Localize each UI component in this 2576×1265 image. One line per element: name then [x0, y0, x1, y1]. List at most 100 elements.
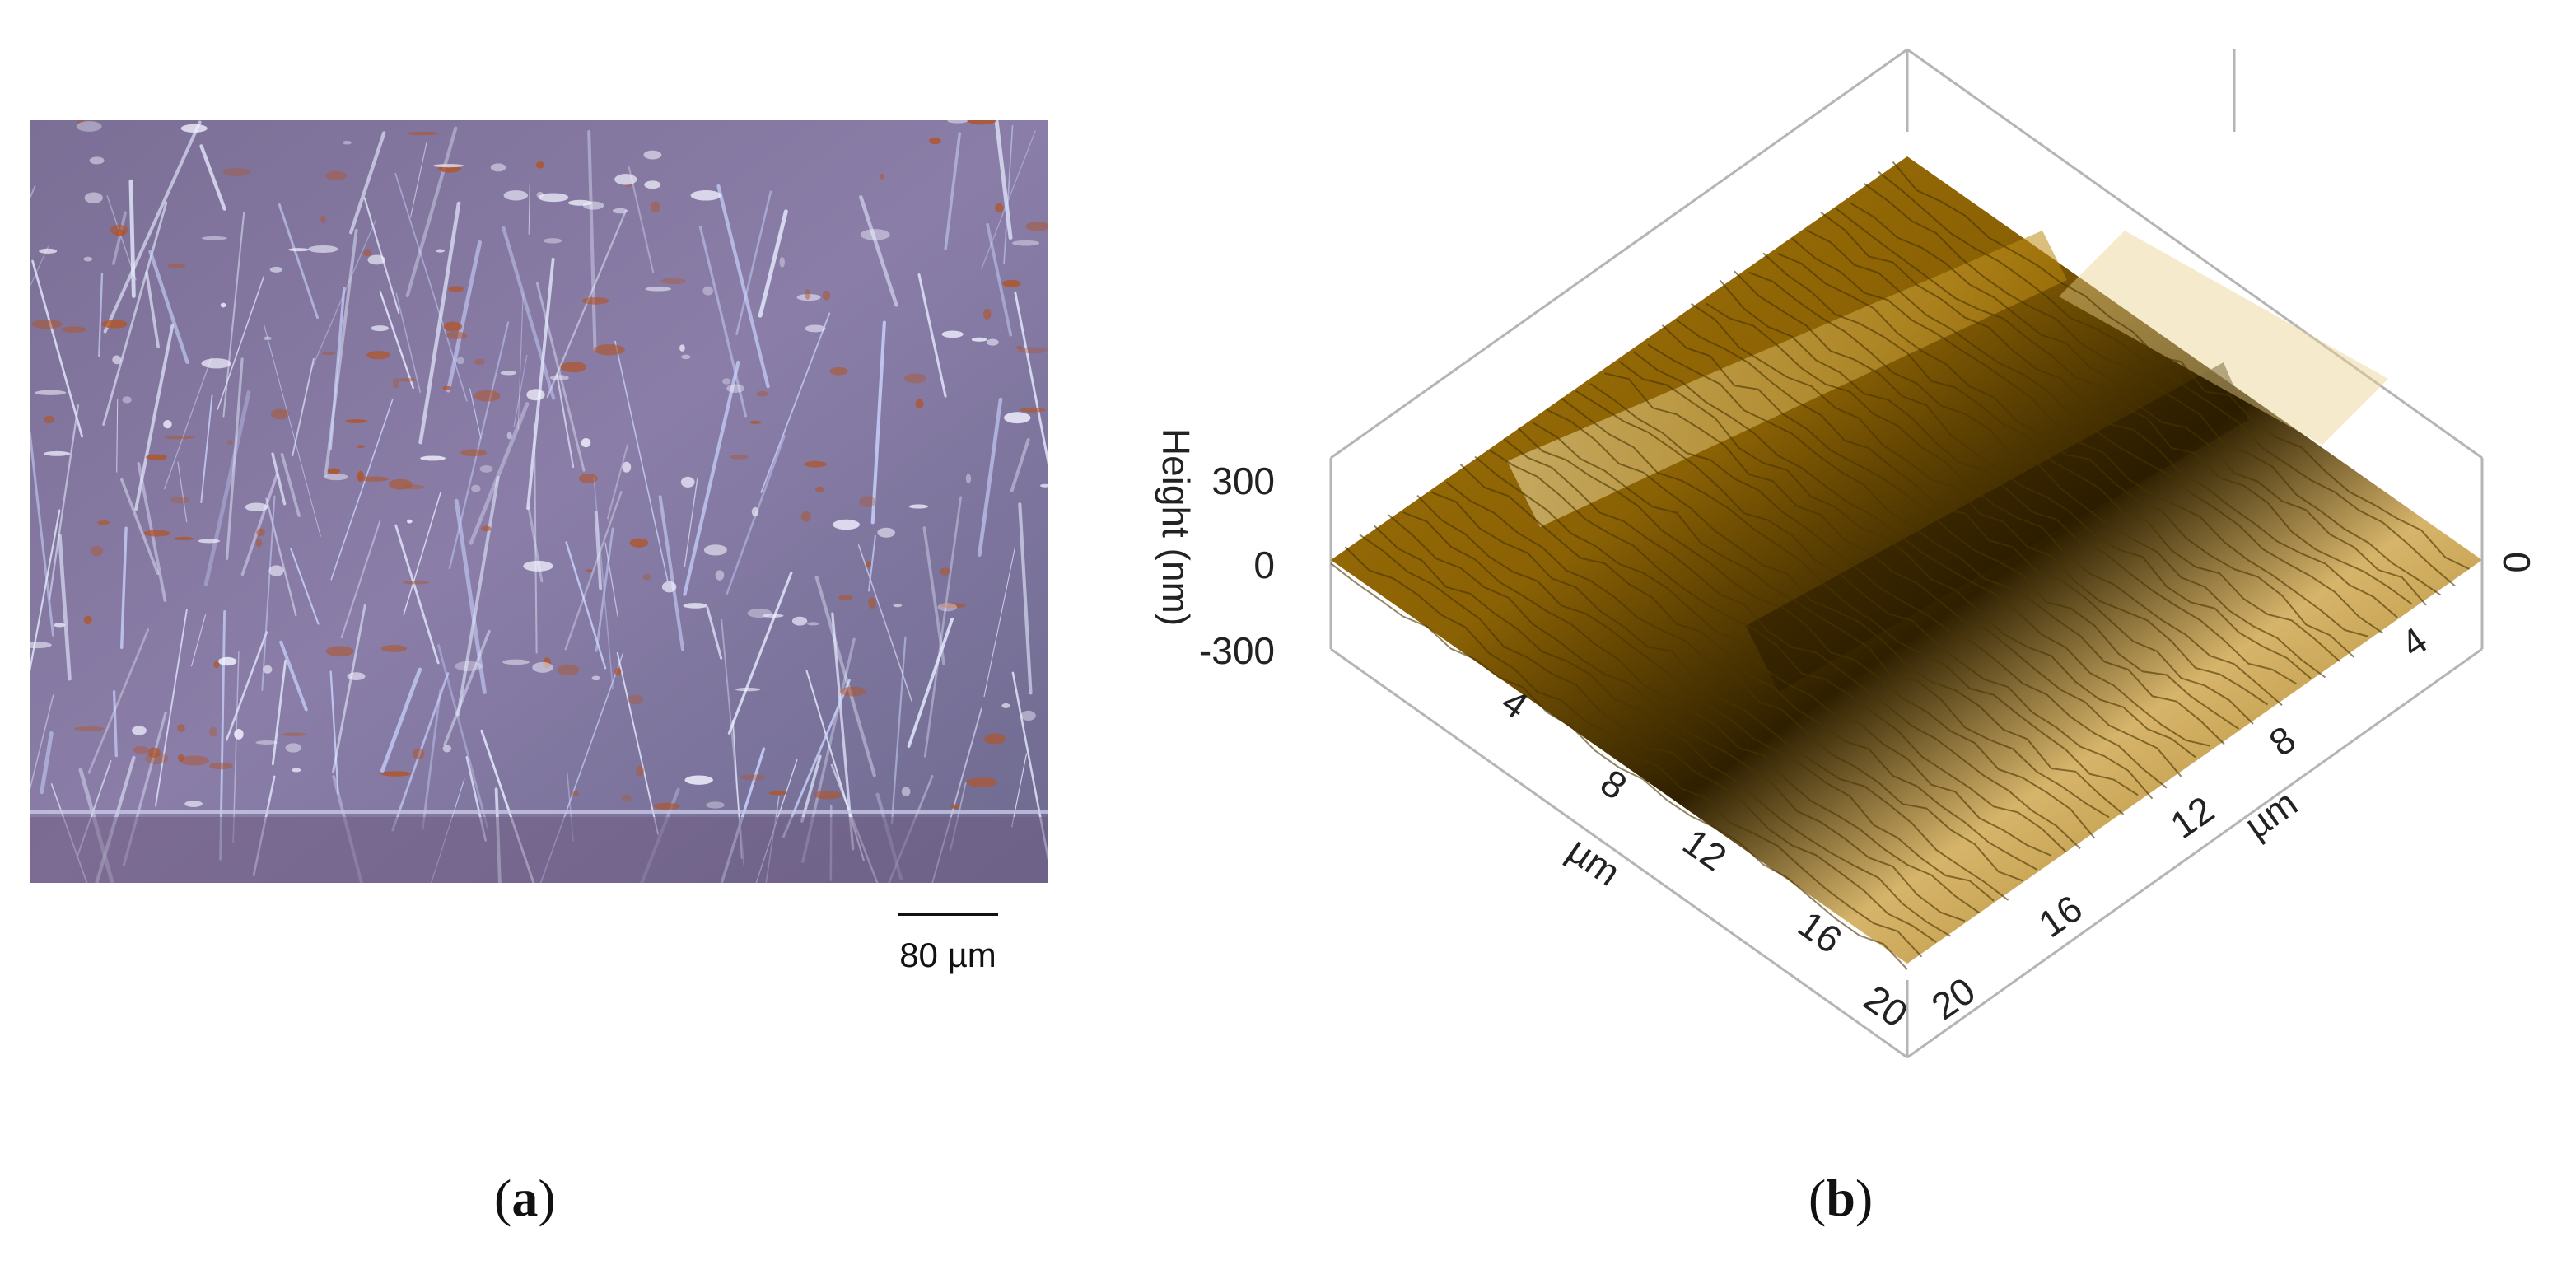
surface-speck	[860, 229, 890, 240]
scratch-mark	[120, 478, 160, 576]
surface-contour	[1834, 207, 2413, 605]
scratch-mark	[922, 526, 945, 666]
scratch-mark	[556, 373, 575, 469]
surface-speck	[642, 573, 651, 581]
surface-contour	[1575, 390, 2154, 800]
surface-speck	[474, 358, 485, 366]
surface-speck	[661, 581, 677, 593]
surface-speck	[179, 755, 209, 766]
surface-speck	[1001, 703, 1010, 708]
surface-speck	[397, 377, 417, 382]
y-tick-4: 4	[2393, 618, 2435, 665]
scratch-mark	[735, 190, 772, 336]
scratch-mark	[340, 520, 381, 639]
surface-speck	[325, 646, 354, 657]
surface-speck	[325, 170, 348, 181]
surface-speck	[908, 504, 929, 509]
y-tick-8: 8	[2261, 717, 2303, 764]
surface-speck	[971, 337, 987, 342]
scratch-mark	[30, 430, 54, 637]
surface-speck	[804, 460, 827, 468]
surface-contour	[1705, 302, 2283, 707]
x-tick-8: 8	[1593, 761, 1635, 808]
scratch-mark	[225, 357, 244, 560]
scratch-mark	[593, 476, 614, 690]
surface-speck	[622, 461, 632, 473]
surface-speck	[471, 484, 481, 492]
surface-speck	[44, 415, 55, 424]
surface-contour	[1719, 279, 2298, 685]
surface-speck	[506, 432, 512, 440]
scratch-mark	[564, 491, 623, 651]
surface-speck	[805, 289, 810, 300]
surface-speck	[715, 570, 725, 581]
surface-speck	[880, 173, 885, 180]
surface-speck	[726, 384, 745, 393]
z-axis-left: 300 0 -300 Height (nm)	[1155, 428, 1275, 672]
scratch-mark	[535, 281, 586, 472]
surface-contour	[1878, 170, 2456, 587]
scratch-mark	[265, 497, 297, 617]
surface-speck	[994, 203, 1004, 213]
surface-speck	[474, 390, 501, 402]
surface-speck	[791, 616, 808, 626]
scratch-mark	[1014, 291, 1048, 465]
surface-speck	[984, 733, 1006, 745]
surface-speck	[536, 191, 544, 198]
scratch-mark	[112, 211, 127, 265]
scratch-mark	[409, 142, 427, 218]
surface-speck	[479, 465, 493, 473]
surface-speck	[436, 249, 445, 253]
scratch-mark	[103, 120, 202, 334]
scratch-mark	[1011, 671, 1048, 861]
scratch-mark	[106, 195, 137, 281]
scratch-mark	[454, 498, 487, 694]
surface-speck	[866, 561, 872, 568]
scale-bar-label: 80 µm	[899, 936, 996, 974]
surface-speck	[143, 530, 170, 537]
y-axis-label: µm	[2237, 781, 2305, 847]
scratch-mark	[261, 495, 276, 691]
scratch-mark	[448, 321, 510, 570]
scratch-mark	[280, 452, 301, 517]
scratch-mark	[923, 496, 963, 758]
surface-speck	[320, 215, 326, 224]
surface-speck	[578, 474, 598, 483]
surface-speck	[380, 645, 407, 652]
surface-speck	[703, 544, 727, 556]
scratch-mark	[30, 245, 49, 288]
scratch-mark	[98, 273, 104, 357]
surface-contour	[1661, 324, 2240, 730]
scratch-mark	[145, 271, 160, 348]
surface-contour	[1589, 382, 2168, 789]
surface-speck	[366, 351, 391, 360]
scratch-mark	[684, 477, 698, 567]
surface-speck	[432, 164, 464, 168]
scratch-mark	[606, 443, 629, 520]
surface-speck	[965, 474, 972, 483]
surface-speck	[76, 121, 102, 132]
surface-speck	[356, 445, 365, 449]
scratch-mark	[128, 179, 136, 298]
scratch-mark	[200, 394, 213, 504]
scratch-mark	[112, 690, 118, 758]
surface-speck	[868, 597, 876, 609]
surface-speck	[523, 560, 553, 572]
surface-speck	[660, 278, 687, 285]
surface-speck	[822, 290, 831, 301]
surface-contour	[1618, 360, 2196, 759]
surface-contour	[1416, 494, 1995, 902]
z-tick-right-0: 0	[2495, 552, 2538, 573]
scratch-mark	[405, 126, 458, 298]
surface-speck	[402, 580, 430, 585]
surface-speck	[721, 378, 731, 385]
z-tick-minus-300: -300	[1199, 629, 1275, 672]
surface-speck	[412, 748, 425, 760]
surface-speck	[747, 608, 772, 618]
surface-contour	[1503, 438, 2081, 850]
surface-speck	[644, 180, 661, 189]
panel-a-caption: (a)	[494, 1169, 556, 1227]
scratch-mark	[907, 617, 954, 748]
surface-speck	[749, 420, 762, 424]
scratch-mark	[986, 222, 1013, 337]
